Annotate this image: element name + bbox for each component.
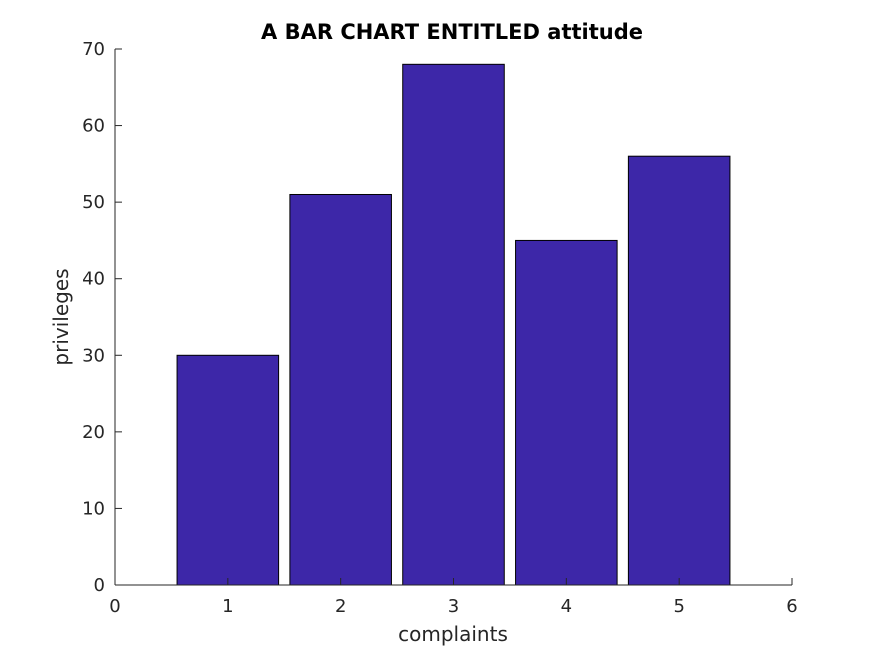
y-tick-label-30: 30 [82, 345, 105, 366]
x-axis-label: complaints [398, 622, 508, 646]
x-tick-label-5: 5 [673, 596, 684, 617]
bar-5 [627, 155, 731, 586]
y-tick-label-10: 10 [82, 498, 105, 519]
y-tick-label-20: 20 [82, 422, 105, 443]
bars-layer [176, 63, 731, 586]
bar-2 [289, 193, 392, 586]
y-axis-label: privileges [49, 268, 73, 365]
x-tick-label-4: 4 [561, 596, 572, 617]
y-tick-label-40: 40 [82, 269, 105, 290]
bar-1 [176, 354, 280, 586]
x-tick-label-1: 1 [222, 596, 233, 617]
x-tick-label-0: 0 [109, 596, 120, 617]
x-tick-label-6: 6 [786, 596, 797, 617]
bar-3 [402, 63, 505, 586]
bar-4 [515, 239, 618, 586]
y-tick-label-50: 50 [82, 192, 105, 213]
y-tick-label-60: 60 [82, 116, 105, 137]
chart-title: A BAR CHART ENTITLED attitude [261, 20, 643, 44]
x-tick-label-2: 2 [335, 596, 346, 617]
y-tick-label-70: 70 [82, 39, 105, 60]
y-tick-label-0: 0 [94, 575, 105, 596]
x-tick-label-3: 3 [448, 596, 459, 617]
